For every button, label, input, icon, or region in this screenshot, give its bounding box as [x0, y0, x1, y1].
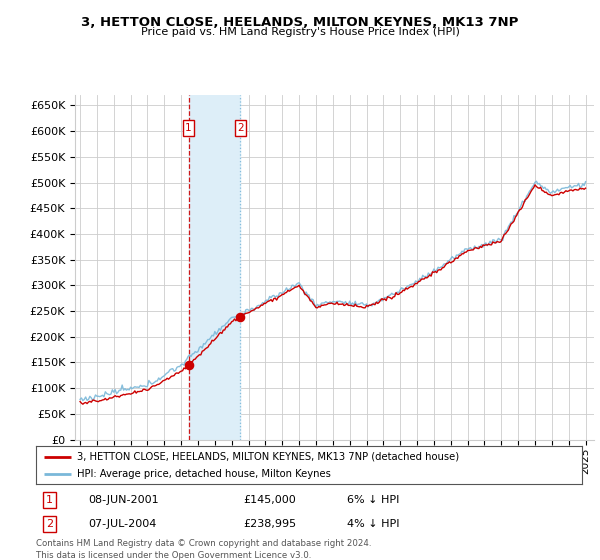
Text: Contains HM Land Registry data © Crown copyright and database right 2024.
This d: Contains HM Land Registry data © Crown c… — [36, 539, 371, 559]
Point — [184, 361, 193, 370]
Text: 2: 2 — [46, 519, 53, 529]
Text: 3, HETTON CLOSE, HEELANDS, MILTON KEYNES, MK13 7NP (detached house): 3, HETTON CLOSE, HEELANDS, MILTON KEYNES… — [77, 451, 459, 461]
Text: 6% ↓ HPI: 6% ↓ HPI — [347, 495, 400, 505]
Point — [236, 312, 245, 321]
Text: £145,000: £145,000 — [244, 495, 296, 505]
Bar — [188, 95, 241, 440]
Text: 1: 1 — [185, 123, 192, 133]
Text: 07-JUL-2004: 07-JUL-2004 — [88, 519, 156, 529]
Text: 2: 2 — [237, 123, 244, 133]
Text: 08-JUN-2001: 08-JUN-2001 — [88, 495, 158, 505]
Text: 1: 1 — [46, 495, 53, 505]
Text: Price paid vs. HM Land Registry's House Price Index (HPI): Price paid vs. HM Land Registry's House … — [140, 27, 460, 37]
Text: 3, HETTON CLOSE, HEELANDS, MILTON KEYNES, MK13 7NP: 3, HETTON CLOSE, HEELANDS, MILTON KEYNES… — [82, 16, 518, 29]
Text: HPI: Average price, detached house, Milton Keynes: HPI: Average price, detached house, Milt… — [77, 469, 331, 479]
Text: 4% ↓ HPI: 4% ↓ HPI — [347, 519, 400, 529]
Text: £238,995: £238,995 — [244, 519, 296, 529]
